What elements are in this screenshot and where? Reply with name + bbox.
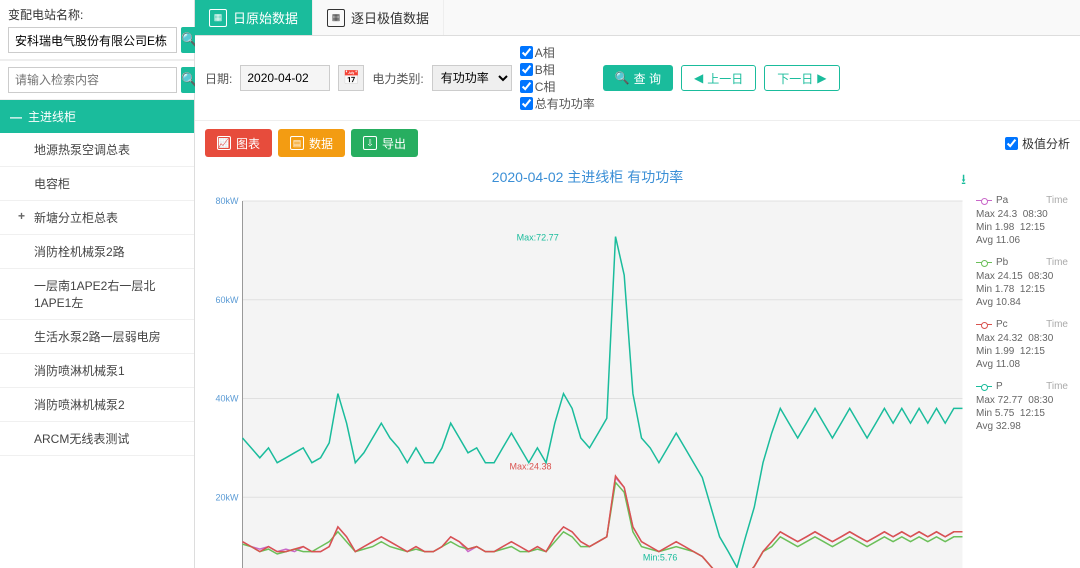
svg-text:20kW: 20kW: [215, 492, 239, 502]
chevron-left-icon: ◀: [694, 71, 703, 85]
tree-item[interactable]: 消防喷淋机械泵1: [0, 354, 194, 388]
tree-item[interactable]: 新塘分立柜总表: [0, 201, 194, 235]
calendar-icon: ▦: [327, 9, 345, 27]
svg-text:Max:72.77: Max:72.77: [517, 233, 559, 243]
analysis-checkbox[interactable]: [1005, 137, 1018, 150]
tab[interactable]: ▦日原始数据: [195, 0, 313, 35]
tree-search-input[interactable]: [8, 67, 177, 93]
export-icon: ⇩: [363, 136, 377, 150]
tree-item[interactable]: 消防栓机械泵2路: [0, 235, 194, 269]
date-input[interactable]: [240, 65, 330, 91]
svg-text:80kW: 80kW: [215, 196, 239, 206]
phase-checkbox[interactable]: C相: [520, 78, 595, 95]
phase-checkbox[interactable]: 总有功功率: [520, 95, 595, 112]
date-label: 日期:: [205, 70, 232, 87]
tab[interactable]: ▦逐日极值数据: [313, 0, 444, 35]
calendar-icon: 📅: [343, 70, 360, 85]
tree-header[interactable]: 主进线柜: [0, 100, 194, 133]
chevron-right-icon: ▶: [817, 71, 826, 85]
line-chart: 0kW20kW40kW60kW80kW00:0000:4501:3002:150…: [205, 191, 970, 568]
analysis-checkbox-label[interactable]: 极值分析: [1005, 135, 1070, 152]
tree-item[interactable]: 地源热泵空调总表: [0, 133, 194, 167]
tree-item[interactable]: ARCM无线表测试: [0, 422, 194, 456]
tree-item[interactable]: 消防喷淋机械泵2: [0, 388, 194, 422]
chart-title: 2020-04-02 主进线柜 有功功率: [205, 167, 970, 187]
tree-item[interactable]: 电容柜: [0, 167, 194, 201]
station-label: 变配电站名称:: [8, 6, 186, 23]
view-data-button[interactable]: ▤数据: [278, 129, 345, 157]
search-icon: 🔍: [615, 71, 630, 85]
query-button[interactable]: 🔍查 询: [603, 65, 673, 91]
type-select[interactable]: 有功功率: [432, 65, 512, 91]
station-input[interactable]: [8, 27, 177, 53]
table-icon: ▤: [290, 136, 304, 150]
prev-day-button[interactable]: ◀上一日: [681, 65, 756, 91]
tree-item[interactable]: 生活水泵2路一层弱电房: [0, 320, 194, 354]
svg-text:40kW: 40kW: [215, 394, 239, 404]
chart-legend: PaTimeMax 24.3 08:30Min 1.98 12:15Avg 11…: [970, 165, 1070, 562]
type-label: 电力类别:: [372, 70, 423, 87]
next-day-button[interactable]: 下一日▶: [764, 65, 839, 91]
export-button[interactable]: ⇩导出: [351, 129, 418, 157]
phase-checkbox[interactable]: B相: [520, 61, 595, 78]
calendar-icon: ▦: [209, 9, 227, 27]
phase-checkbox[interactable]: A相: [520, 44, 595, 61]
tree-item[interactable]: 一层南1APE2右一层北1APE1左: [0, 269, 194, 320]
svg-text:Min:5.76: Min:5.76: [643, 552, 678, 562]
svg-text:Max:24.38: Max:24.38: [509, 462, 551, 472]
chart-icon: 📈: [217, 136, 231, 150]
svg-text:60kW: 60kW: [215, 295, 239, 305]
download-icon[interactable]: ⭳: [961, 169, 966, 193]
calendar-button[interactable]: 📅: [338, 65, 364, 91]
view-chart-button[interactable]: 📈图表: [205, 129, 272, 157]
